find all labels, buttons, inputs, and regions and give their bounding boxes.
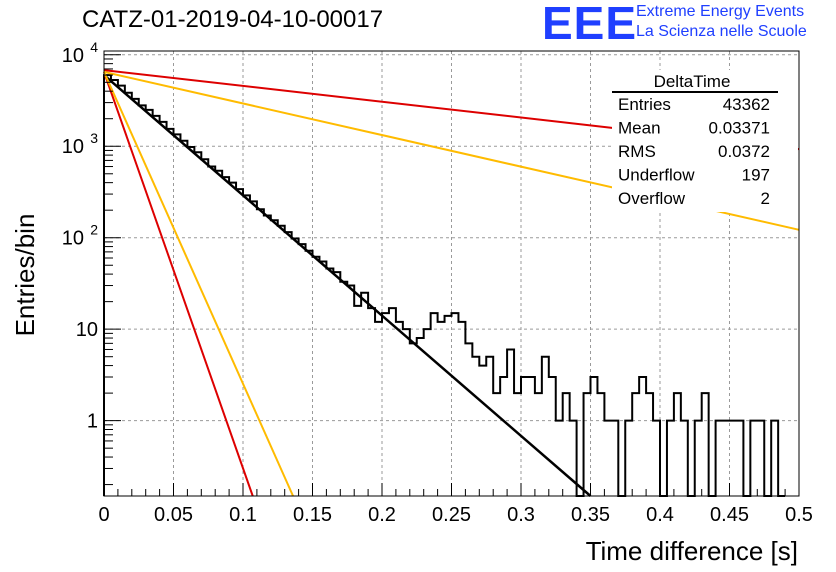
- stats-value: 43362: [723, 95, 770, 114]
- x-tick-label: 0.1: [229, 504, 257, 526]
- y-tick-exponent: 2: [90, 222, 98, 238]
- x-tick-label: 0.5: [785, 504, 813, 526]
- histogram: [103, 74, 786, 497]
- y-tick-label: 10: [62, 136, 84, 158]
- stats-value: 197: [742, 166, 770, 185]
- stats-value: 0.0372: [718, 142, 770, 161]
- x-tick-label: 0.25: [432, 504, 471, 526]
- stats-label: Underflow: [618, 166, 695, 185]
- stats-title: DeltaTime: [654, 72, 731, 91]
- y-tick-label: 1: [87, 411, 98, 433]
- chart-title: CATZ-01-2019-04-10-00017: [82, 6, 384, 33]
- x-tick-labels: 0 0.05 0.1 0.15 0.2 0.25 0.3 0.35 0.4 0.45 0.5: [98, 504, 812, 526]
- x-tick-label: 0.15: [293, 504, 332, 526]
- x-tick-label: 0.05: [154, 504, 193, 526]
- stats-box: DeltaTime Entries 43362 Mean 0.03371 RMS 0.03…: [612, 70, 798, 212]
- fit-line: [103, 74, 592, 497]
- y-tick-label: 10: [62, 45, 84, 67]
- logo-mark: EEE: [542, 0, 638, 49]
- logo-line-2: La Scienza nelle Scuole: [636, 23, 807, 40]
- stats-value: 2: [761, 189, 770, 208]
- x-tick-label: 0: [98, 504, 109, 526]
- y-tick-label: 10: [76, 319, 98, 341]
- stats-label: RMS: [618, 142, 656, 161]
- stats-rows: Entries 43362 Mean 0.03371 RMS 0.0372 Underflo…: [618, 95, 770, 208]
- stats-label: Mean: [618, 119, 661, 138]
- x-tick-label: 0.3: [507, 504, 535, 526]
- x-tick-label: 0.4: [646, 504, 674, 526]
- stats-value: 0.03371: [709, 119, 770, 138]
- x-tick-label: 0.45: [710, 504, 749, 526]
- fit-line: [103, 71, 294, 497]
- x-tick-label: 0.2: [368, 504, 396, 526]
- stats-label: Entries: [618, 95, 671, 114]
- y-tick-exponent: 3: [90, 130, 98, 146]
- y-axis-label: Entries/bin: [10, 214, 40, 337]
- x-axis-label: Time difference [s]: [586, 536, 798, 566]
- y-tick-labels: 1 10 10 2 10 3 10 4: [62, 39, 98, 433]
- histogram-outline: [103, 74, 786, 497]
- fit-line: [103, 71, 254, 497]
- axis-ticks: [103, 54, 800, 496]
- x-tick-label: 0.35: [571, 504, 610, 526]
- y-tick-label: 10: [62, 228, 84, 250]
- logo-line-1: Extreme Energy Events: [636, 3, 805, 20]
- stats-label: Overflow: [618, 189, 686, 208]
- y-tick-exponent: 4: [90, 39, 98, 55]
